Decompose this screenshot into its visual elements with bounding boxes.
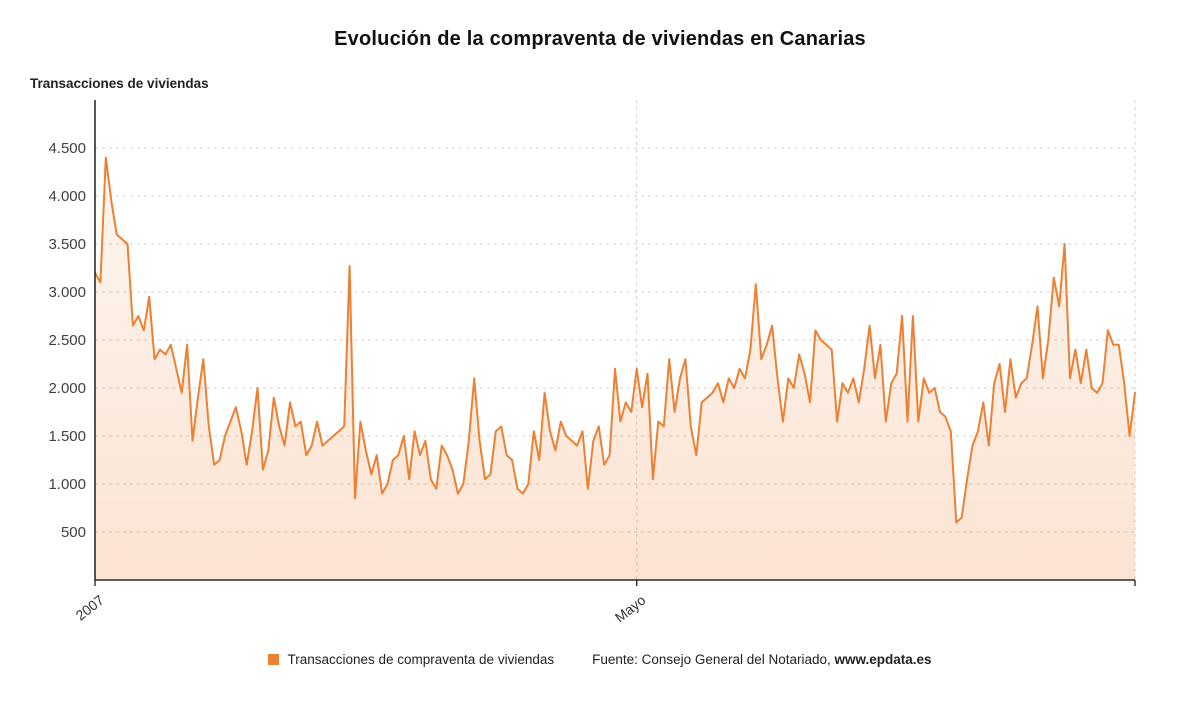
legend-label: Transacciones de compraventa de vivienda… xyxy=(287,652,555,667)
y-tick-label: 2.500 xyxy=(48,332,86,349)
x-tick-label: Mayo xyxy=(612,592,649,626)
y-tick-label: 500 xyxy=(61,524,86,541)
y-tick-label: 4.500 xyxy=(48,140,86,157)
chart-canvas: 500 1.000 1.500 2.000 2.500 3.000 3.500 4.000 4.… xyxy=(48,100,1136,626)
series-line xyxy=(94,156,1136,524)
x-tick-label: 2007 xyxy=(72,592,107,624)
source-note: Fuente: Consejo General del Notariado, w… xyxy=(592,652,931,667)
chart-title: Evolución de la compraventa de viviendas… xyxy=(334,28,866,50)
source-text: Fuente: Consejo General del Notariado, xyxy=(592,652,835,667)
y-tick-label: 3.500 xyxy=(48,236,86,253)
y-tick-label: 1.500 xyxy=(48,428,86,445)
chart-footer: Transacciones de compraventa de vivienda… xyxy=(0,652,1200,667)
y-tick-label: 3.000 xyxy=(48,284,86,301)
legend-swatch xyxy=(268,654,280,665)
y-tick-label: 4.000 xyxy=(48,188,86,205)
y-tick-label: 1.000 xyxy=(48,476,86,493)
y-tick-label: 2.000 xyxy=(48,380,86,397)
legend: Transacciones de compraventa de vivienda… xyxy=(268,652,554,667)
source-site[interactable]: www.epdata.es xyxy=(834,652,932,667)
y-axis-title: Transacciones de viviendas xyxy=(30,76,209,91)
